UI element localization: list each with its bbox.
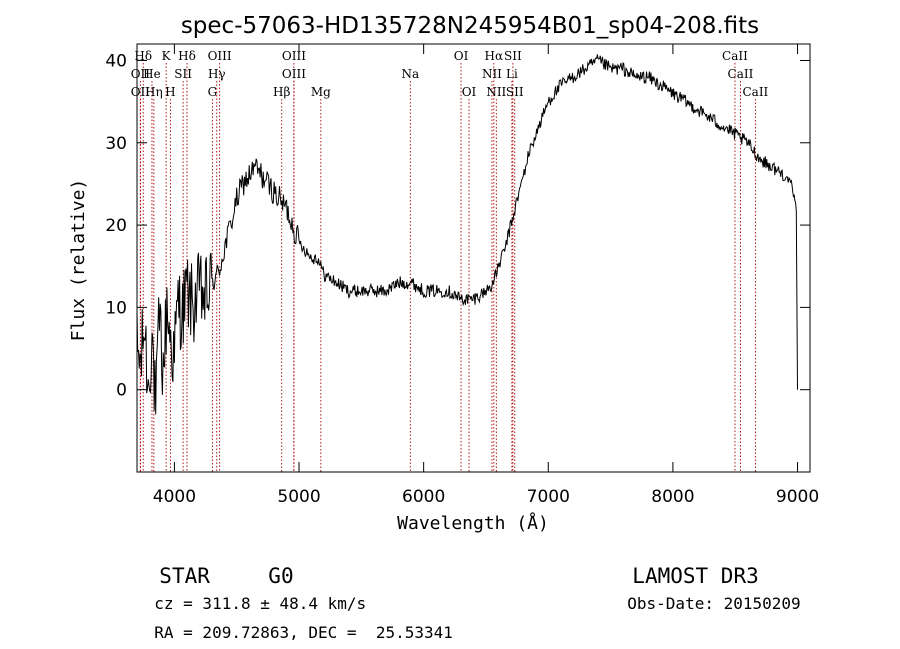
y-tick-label: 40 xyxy=(105,51,127,71)
marker-label: Hβ xyxy=(273,85,290,99)
y-axis-label: Flux (relative) xyxy=(68,179,89,342)
marker-label: OII xyxy=(131,85,151,99)
spectrum-line xyxy=(136,54,798,415)
marker-label: SII xyxy=(504,49,522,63)
marker-label: He xyxy=(143,67,161,81)
x-tick-label: 9000 xyxy=(776,487,819,507)
x-tick-label: 4000 xyxy=(153,487,196,507)
survey-name: LAMOST DR3 xyxy=(632,564,759,588)
marker-label: Hδ xyxy=(178,49,196,63)
chart-title: spec-57063-HD135728N245954B01_sp04-208.f… xyxy=(181,13,759,39)
marker-label: SII xyxy=(506,85,524,99)
marker-label: CaII xyxy=(728,67,754,81)
marker-label: OI xyxy=(454,49,469,63)
marker-label: NII xyxy=(486,85,506,99)
marker-label: OIII xyxy=(208,49,232,63)
x-tick-label: 8000 xyxy=(651,487,694,507)
marker-label: SII xyxy=(174,67,192,81)
marker-label: OII xyxy=(131,67,151,81)
marker-label: OI xyxy=(462,85,477,99)
marker-label: K xyxy=(162,49,172,63)
y-tick-label: 30 xyxy=(105,134,127,154)
marker-label: H xyxy=(165,85,175,99)
marker-label: Hγ xyxy=(208,67,226,81)
obs-date: Obs-Date: 20150209 xyxy=(627,594,801,613)
marker-label: Li xyxy=(506,67,518,81)
y-tick-label: 20 xyxy=(105,216,127,236)
coordinates: RA = 209.72863, DEC = 25.53341 xyxy=(154,623,453,642)
spectrum-chart: spec-57063-HD135728N245954B01_sp04-208.f… xyxy=(68,13,819,534)
marker-label: Hη xyxy=(145,85,163,99)
axis-ticks: 4000 5000 6000 7000 8000 9000 0 10 20 30 40 xyxy=(105,44,819,507)
marker-label: OIII xyxy=(282,67,306,81)
marker-label: Hδ xyxy=(134,49,152,63)
marker-label: CaII xyxy=(722,49,748,63)
subclass: G0 xyxy=(268,564,294,588)
marker-label: G xyxy=(208,85,218,99)
marker-label: Mg xyxy=(311,85,331,99)
redshift-text: cz = 311.8 ± 48.4 km/s xyxy=(154,594,367,613)
x-tick-label: 5000 xyxy=(277,487,320,507)
marker-label: CaII xyxy=(742,85,768,99)
marker-label: NII xyxy=(482,67,502,81)
marker-label: Na xyxy=(401,67,419,81)
x-tick-label: 6000 xyxy=(402,487,445,507)
object-type: STAR xyxy=(159,564,210,588)
x-tick-label: 7000 xyxy=(527,487,570,507)
marker-label: OIII xyxy=(282,49,306,63)
marker-label: Hα xyxy=(485,49,504,63)
y-tick-label: 0 xyxy=(116,381,127,401)
x-axis-label: Wavelength (Å) xyxy=(397,512,549,534)
plot-frame xyxy=(136,43,811,473)
y-tick-label: 10 xyxy=(105,298,127,318)
